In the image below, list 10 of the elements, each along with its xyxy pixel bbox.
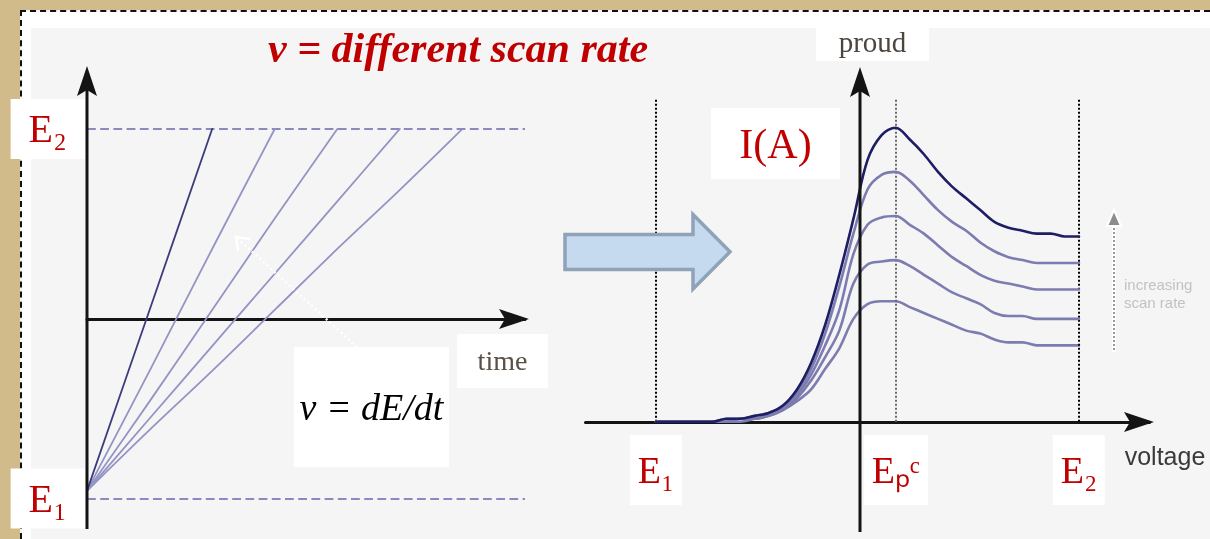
x-axis-title: voltage	[1123, 440, 1207, 472]
chart-title: v = different scan rate	[268, 25, 649, 71]
x-tick-label: Eₚᶜ	[863, 434, 928, 505]
y-axis-title: proud	[816, 23, 929, 61]
x-tick-label: E₁	[629, 434, 683, 505]
x-axis-title: time	[457, 334, 548, 388]
ref-line-label: E₂	[28, 106, 67, 152]
annotation: v = dE/dt	[294, 347, 449, 467]
annotation: I(A)	[711, 108, 840, 179]
x-tick-label: E₂	[1052, 434, 1106, 505]
